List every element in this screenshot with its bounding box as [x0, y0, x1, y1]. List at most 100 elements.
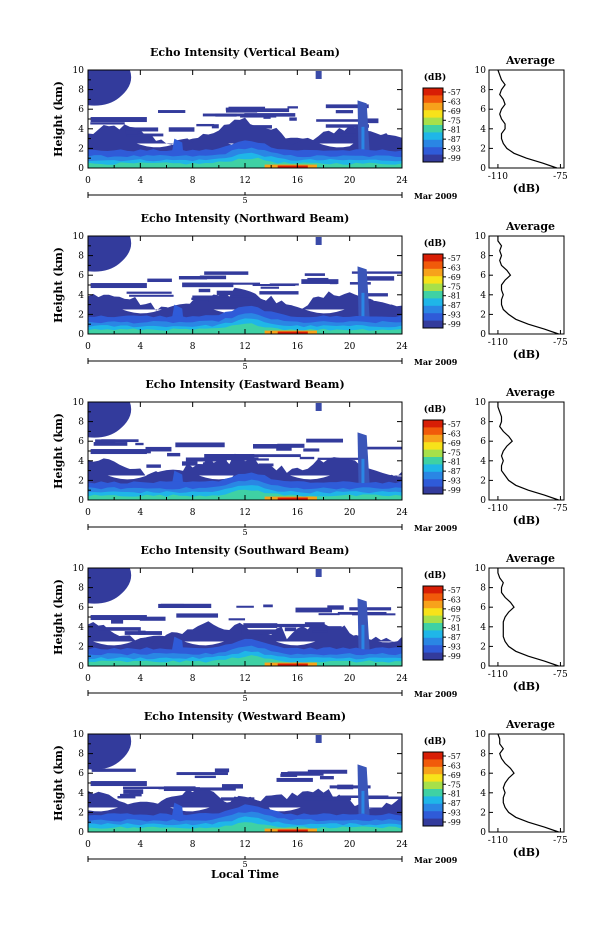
- echo-streak: [244, 113, 296, 117]
- average-y-tick-label: 10: [475, 398, 487, 408]
- echo-streak: [209, 457, 259, 461]
- y-tick-label: 2: [78, 144, 84, 154]
- colorbar-tick-label: -75: [448, 116, 461, 125]
- x-tick-label: 16: [292, 840, 304, 850]
- echo-streak: [366, 796, 402, 800]
- rain-column-core: [361, 126, 365, 168]
- colorbar-swatch: [423, 752, 443, 760]
- average-title: Average: [505, 718, 555, 731]
- average-x-tick-label: -75: [553, 338, 568, 348]
- colorbar-swatch: [423, 600, 443, 609]
- y-tick-label: 10: [73, 730, 85, 740]
- colorbar-swatch: [423, 88, 443, 96]
- colorbar-tick-label: -57: [448, 88, 461, 97]
- echo-strongest: [277, 331, 308, 334]
- echo-streak: [225, 107, 239, 111]
- colorbar-swatch: [423, 298, 443, 307]
- echo-streak: [158, 603, 184, 608]
- colorbar-swatch: [423, 457, 443, 465]
- echo-streak: [287, 106, 298, 109]
- echo-streak: [181, 797, 193, 803]
- average-y-tick-label: 2: [480, 476, 486, 486]
- colorbar-frame: [422, 253, 444, 329]
- colorbar-swatch: [423, 313, 443, 322]
- echo-streak: [198, 288, 211, 293]
- x-tick-label: 16: [292, 176, 304, 186]
- colorbar-tick-label: -63: [448, 429, 461, 438]
- colorbar-swatch: [423, 102, 443, 111]
- colorbar-tick-label: -81: [448, 458, 461, 467]
- y-tick-label: 8: [78, 252, 84, 262]
- colorbar-tick-label: -69: [448, 605, 461, 614]
- x-tick-label: 24: [396, 342, 408, 352]
- echo-layer-mid: [88, 453, 402, 478]
- colorbar-swatch: [423, 154, 443, 163]
- x-tick-label: 0: [85, 508, 91, 518]
- echo-streak: [306, 438, 344, 443]
- average-y-tick-label: 4: [480, 789, 486, 799]
- echo-streak: [335, 110, 354, 114]
- average-y-tick-label: 8: [480, 252, 486, 262]
- colorbar-swatch: [423, 615, 443, 624]
- colorbar-swatch: [423, 442, 443, 451]
- x-tick-label: 4: [137, 840, 143, 850]
- colorbar-swatch: [423, 789, 443, 797]
- average-x-tick-label: -75: [553, 172, 568, 182]
- echo-streak: [185, 457, 227, 462]
- colorbar-tick-label: -57: [448, 752, 461, 761]
- x-tick-label: 12: [239, 840, 250, 850]
- panel-title: Echo Intensity (Vertical Beam): [150, 46, 340, 59]
- heatmap-field: [88, 70, 402, 168]
- colorbar-tick-label: -63: [448, 761, 461, 770]
- y-tick-label: 10: [73, 564, 85, 574]
- average-y-tick-label: 6: [480, 437, 486, 447]
- average-y-tick-label: 2: [480, 310, 486, 320]
- y-tick-label: 0: [78, 330, 84, 340]
- echo-streak: [126, 291, 172, 294]
- echo-streak: [194, 775, 216, 779]
- x-tick-label: 16: [292, 342, 304, 352]
- echo-streak: [211, 124, 219, 129]
- x-tick-label: 0: [85, 342, 91, 352]
- y-tick-label: 2: [78, 808, 84, 818]
- y-tick-label: 6: [78, 271, 84, 281]
- average-x-axis-label: (dB): [513, 680, 540, 693]
- echo-patch: [315, 402, 322, 411]
- y-tick-label: 4: [78, 789, 84, 799]
- average-title: Average: [505, 220, 555, 233]
- average-y-tick-label: 2: [480, 642, 486, 652]
- average-x-tick-label: -110: [488, 836, 508, 846]
- average-y-tick-label: 8: [480, 584, 486, 594]
- echo-layer-mid: [88, 787, 402, 809]
- echo-streak: [319, 776, 334, 780]
- echo-streak: [287, 771, 324, 776]
- echo-streak: [269, 283, 299, 286]
- average-x-axis-label: (dB): [513, 846, 540, 859]
- colorbar-tick-label: -99: [448, 320, 461, 329]
- echo-streak: [277, 443, 305, 448]
- colorbar-unit: (dB): [424, 736, 446, 747]
- echo-streak: [289, 117, 297, 121]
- date-label: Mar 2009: [414, 191, 458, 201]
- y-tick-label: 6: [78, 105, 84, 115]
- average-profile-line: [497, 733, 559, 833]
- colorbar-swatch: [423, 276, 443, 285]
- echo-streak: [125, 127, 159, 132]
- echo-streak: [117, 795, 136, 799]
- y-tick-label: 0: [78, 164, 84, 174]
- echo-streak: [269, 623, 321, 628]
- average-y-tick-label: 2: [480, 144, 486, 154]
- echo-streak: [91, 768, 136, 772]
- colorbar-tick-label: -69: [448, 273, 461, 282]
- echo-streak: [325, 104, 369, 109]
- echo-streak: [191, 297, 214, 301]
- colorbar-swatch: [423, 291, 443, 299]
- average-title: Average: [505, 54, 555, 67]
- echo-streak: [362, 118, 379, 124]
- echo-streak: [307, 769, 348, 774]
- y-tick-label: 8: [78, 86, 84, 96]
- rain-column-core: [361, 458, 365, 500]
- average-x-tick-label: -75: [553, 670, 568, 680]
